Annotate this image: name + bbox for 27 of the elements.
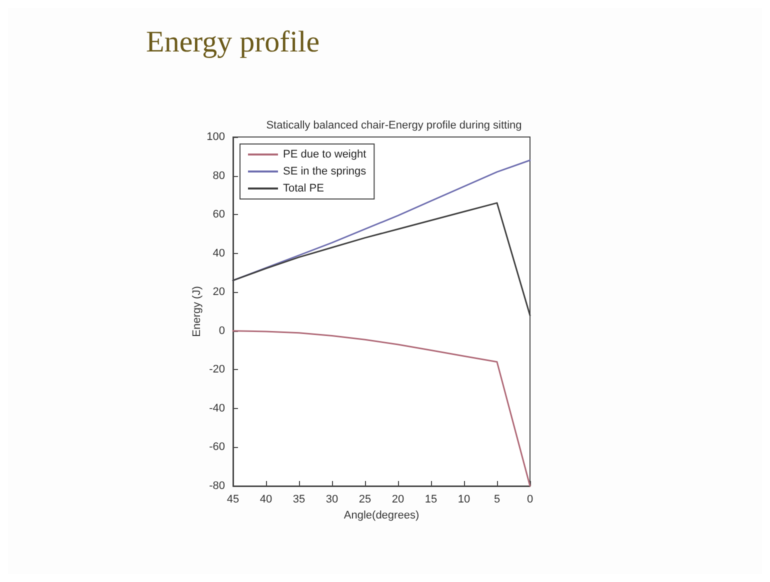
- y-tick-label: 20: [212, 286, 225, 298]
- x-tick-label: 30: [326, 494, 338, 506]
- y-tick-label: -60: [209, 441, 225, 454]
- legend-label: Total PE: [283, 182, 324, 194]
- x-tick-label: 45: [226, 494, 240, 506]
- chart-subtitle: Statically balanced chair-Energy profile during sitting: [266, 120, 522, 132]
- x-tick-label: 35: [292, 494, 306, 506]
- x-tick-label: 15: [424, 494, 438, 506]
- x-tick-label: 0: [526, 494, 534, 506]
- y-tick-label: 80: [212, 170, 225, 182]
- x-tick-label: 40: [260, 494, 272, 506]
- y-tick-label: 100: [206, 131, 225, 143]
- legend-label: PE due to weight: [283, 148, 366, 160]
- y-tick-label: -20: [209, 364, 225, 376]
- y-axis-title: Energy (J): [191, 286, 204, 337]
- x-tick-label: 10: [458, 494, 470, 506]
- y-tick-label: 60: [212, 208, 225, 221]
- y-tick-label: -40: [209, 402, 225, 414]
- chart-title: Energy profile: [146, 26, 320, 58]
- x-axis-title: Angle(degrees): [344, 510, 420, 522]
- y-tick-label: 0: [218, 324, 225, 337]
- x-tick-label: 5: [494, 494, 500, 506]
- x-tick-label: 25: [358, 494, 372, 506]
- legend-label: SE in the springs: [283, 166, 367, 178]
- y-tick-label: -80: [209, 480, 225, 492]
- y-tick-label: 40: [212, 247, 225, 260]
- x-tick-label: 20: [392, 494, 404, 506]
